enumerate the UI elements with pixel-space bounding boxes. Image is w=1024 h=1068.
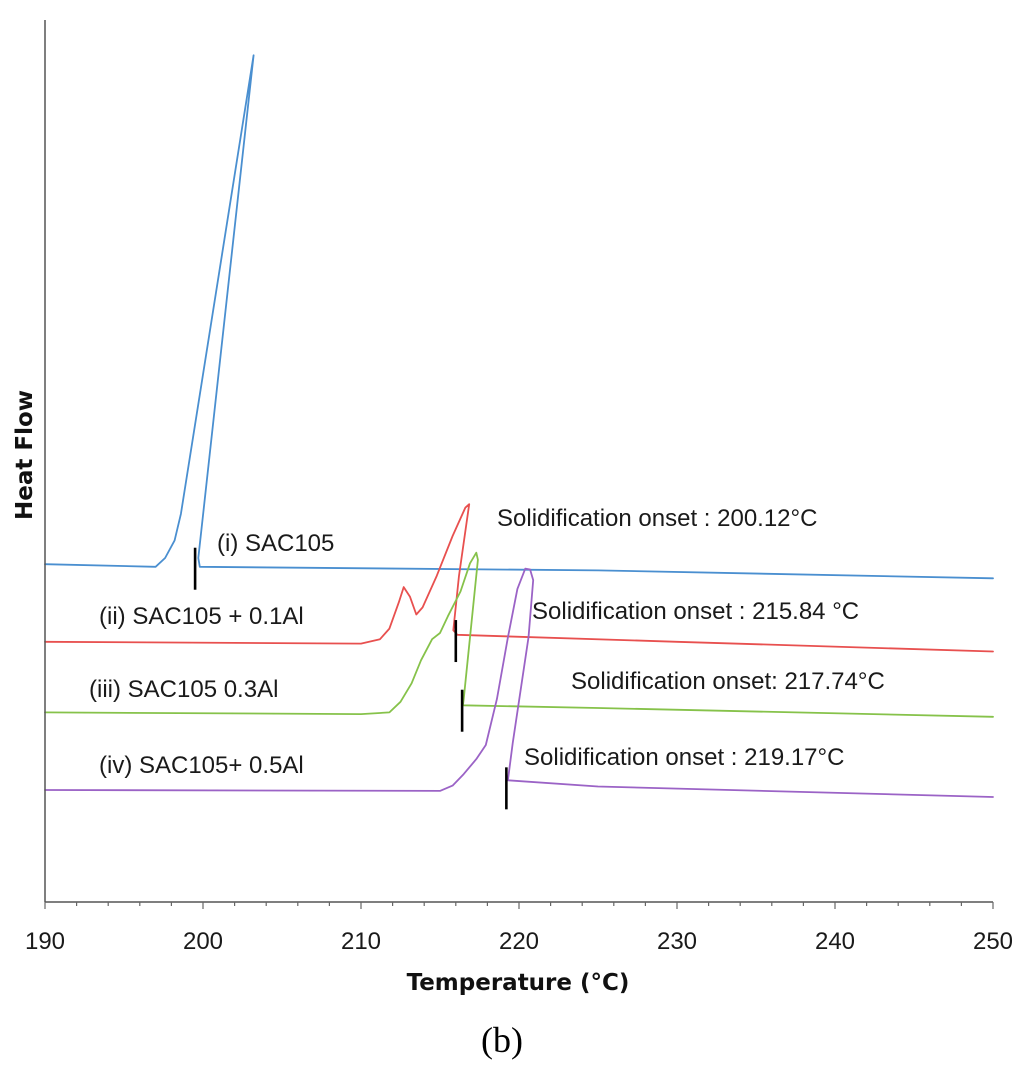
x-tick-label: 230 xyxy=(657,928,697,955)
series-line-2 xyxy=(44,503,994,653)
x-axis-title: Temperature (°C) xyxy=(407,970,630,996)
onset-label-iii: Solidification onset: 217.74°C xyxy=(571,668,885,695)
x-ticks xyxy=(44,902,994,909)
x-tick-label: 250 xyxy=(973,928,1013,955)
series-line-3 xyxy=(44,551,994,718)
x-tick-label: 240 xyxy=(815,928,855,955)
y-axis-title: Heat Flow xyxy=(12,390,38,520)
onset-markers xyxy=(193,547,508,810)
series-label-ii: (ii) SAC105 + 0.1Al xyxy=(99,603,304,630)
onset-label-i: Solidification onset : 200.12°C xyxy=(497,505,817,532)
series-label-iii: (iii) SAC105 0.3Al xyxy=(89,676,278,703)
x-tick-label: 190 xyxy=(25,928,65,955)
x-tick-labels: 190 200 210 220 230 240 250 xyxy=(25,928,1013,955)
series-label-i: (i) SAC105 xyxy=(217,530,334,557)
series-line-1 xyxy=(44,54,994,580)
x-tick-label: 220 xyxy=(499,928,539,955)
onset-label-ii: Solidification onset : 215.84 °C xyxy=(532,598,859,625)
x-tick-label: 200 xyxy=(183,928,223,955)
series-lines xyxy=(44,54,994,798)
onset-label-iv: Solidification onset : 219.17°C xyxy=(524,744,844,771)
series-label-iv: (iv) SAC105+ 0.5Al xyxy=(99,752,304,779)
x-tick-label: 210 xyxy=(341,928,381,955)
panel-label: (b) xyxy=(481,1020,523,1060)
series-line-4 xyxy=(44,567,994,798)
